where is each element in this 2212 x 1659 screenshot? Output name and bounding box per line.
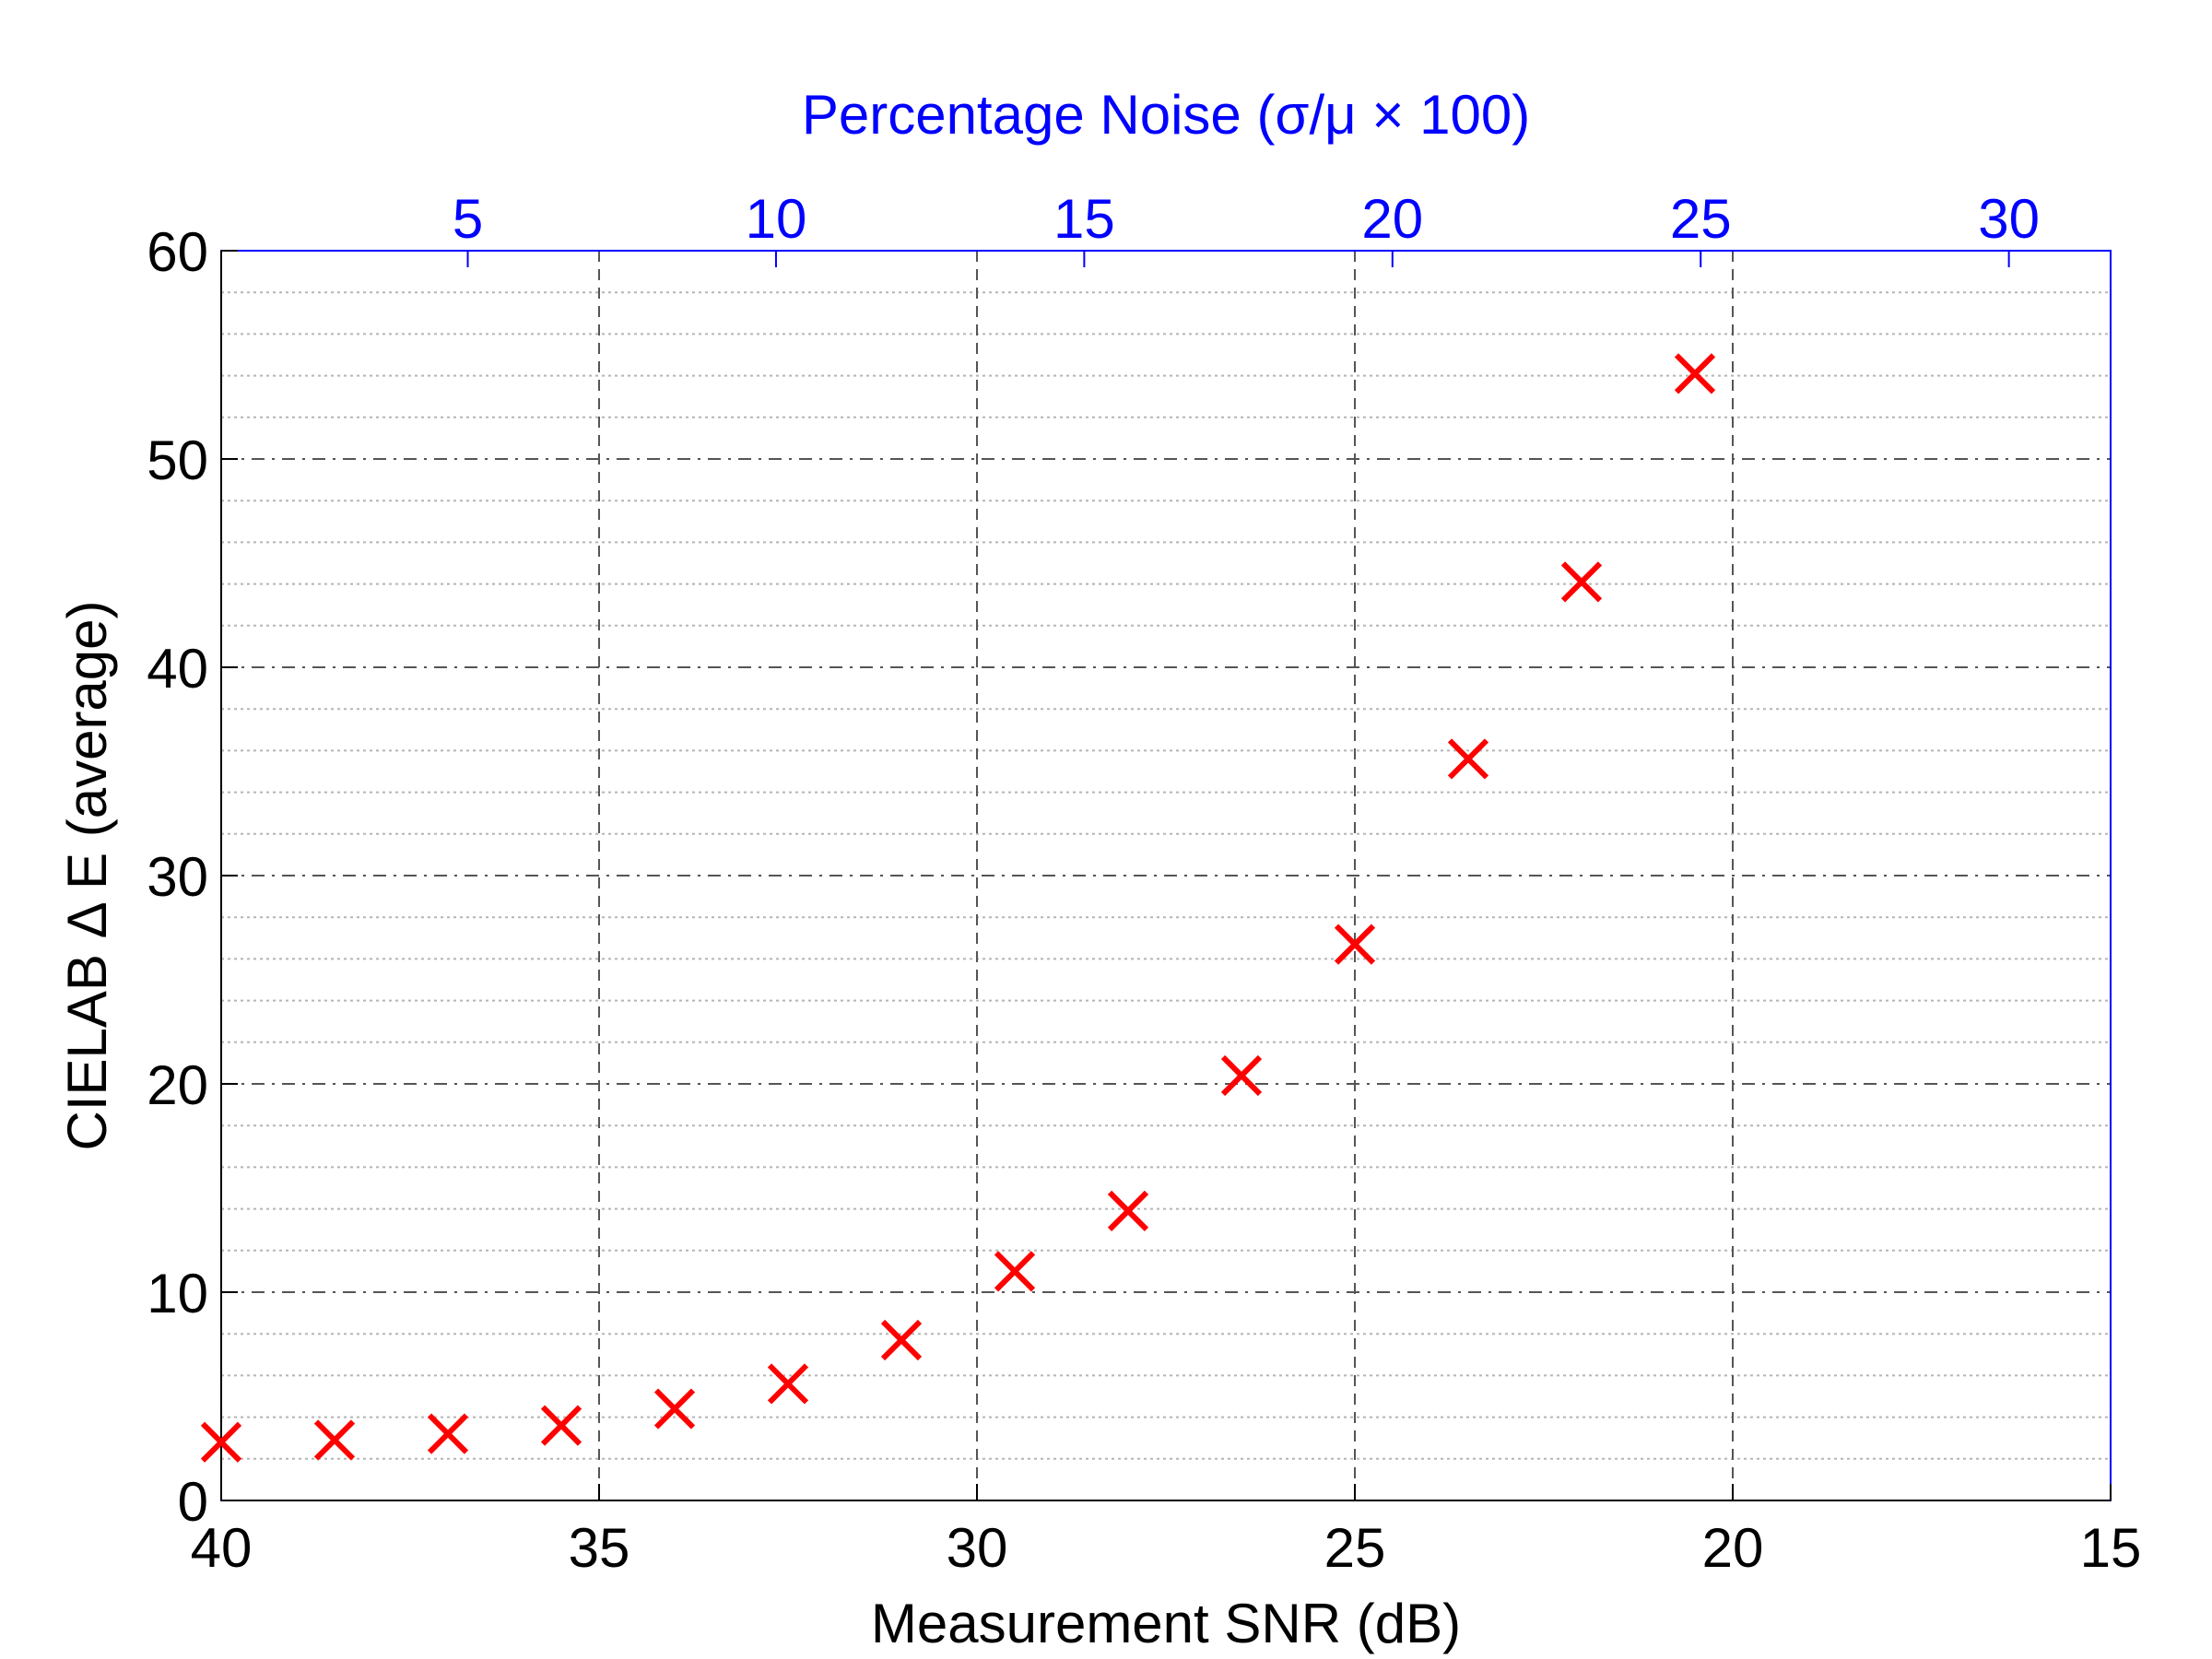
axis-ticks [220, 250, 2112, 1501]
x-tick-label: 30 [947, 1517, 1008, 1579]
x-tick-label: 40 [191, 1517, 253, 1579]
data-point-marker [653, 1388, 696, 1430]
data-points [200, 353, 1716, 1463]
x-tick-label: 25 [1324, 1517, 1386, 1579]
top-tick-label: 20 [1361, 188, 1423, 250]
marker-stroke [1334, 924, 1376, 965]
grid-lines [221, 251, 2111, 1500]
y-tick-label: 0 [178, 1471, 208, 1533]
top-axis-tick-labels: 5 10 15 20 25 30 [453, 188, 2040, 250]
top-tick-label: 30 [1978, 188, 2040, 250]
marker-stroke [313, 1419, 356, 1461]
marker-stroke [994, 1251, 1036, 1292]
y-tick-label: 20 [147, 1054, 208, 1116]
data-point-marker [767, 1363, 809, 1405]
marker-stroke [1674, 353, 1716, 394]
top-tick-label: 15 [1053, 188, 1115, 250]
marker-stroke [653, 1388, 696, 1430]
data-point-marker [540, 1405, 582, 1446]
data-point-marker [313, 1419, 356, 1461]
x-axis-tick-labels: 40 35 30 25 20 15 [191, 1517, 2142, 1579]
marker-stroke [1560, 561, 1603, 603]
data-point-marker [427, 1413, 469, 1454]
data-point-marker [200, 1421, 242, 1463]
data-point-marker [1220, 1054, 1263, 1097]
x-axis-title: Measurement SNR (dB) [871, 1593, 1461, 1654]
y-axis-title: CIELAB Δ E (average) [56, 600, 118, 1150]
marker-stroke [540, 1405, 582, 1446]
marker-stroke [200, 1421, 242, 1463]
y-tick-label: 10 [147, 1263, 208, 1324]
marker-stroke [767, 1363, 809, 1405]
y-tick-label: 60 [147, 221, 208, 283]
y-tick-label: 30 [147, 846, 208, 908]
y-tick-label: 40 [147, 638, 208, 700]
x-tick-label: 15 [2080, 1517, 2142, 1579]
top-tick-label: 25 [1670, 188, 1732, 250]
x-tick-label: 20 [1702, 1517, 1764, 1579]
data-point-marker [994, 1251, 1036, 1292]
data-point-marker [1560, 561, 1603, 603]
data-point-marker [1334, 924, 1376, 965]
marker-stroke [1107, 1190, 1149, 1231]
top-axis-title: Percentage Noise (σ/μ × 100) [802, 84, 1530, 146]
y-axis-tick-labels: 0 10 20 30 40 50 60 [147, 221, 208, 1533]
x-tick-label: 35 [569, 1517, 630, 1579]
y-tick-label: 50 [147, 429, 208, 491]
top-tick-label: 10 [746, 188, 807, 250]
marker-stroke [1447, 738, 1489, 780]
top-tick-label: 5 [453, 188, 483, 250]
data-point-marker [1674, 353, 1716, 394]
data-point-marker [1447, 738, 1489, 780]
marker-stroke [1220, 1054, 1263, 1097]
marker-stroke [427, 1413, 469, 1454]
marker-stroke [880, 1319, 923, 1361]
data-point-marker [880, 1319, 923, 1361]
data-point-marker [1107, 1190, 1149, 1231]
